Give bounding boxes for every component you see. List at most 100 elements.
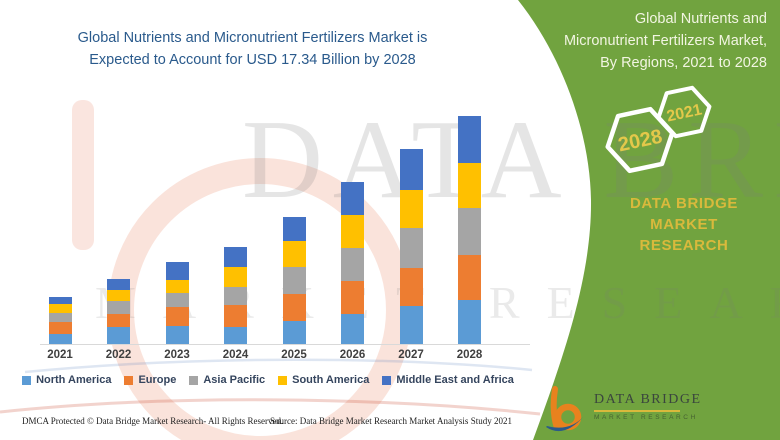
bar-segment-2021-asia-pacific <box>48 313 72 323</box>
bar-segment-2027-middle-east-and-africa <box>399 149 423 190</box>
stacked-bar-2027 <box>399 149 423 344</box>
legend-item-middle-east-and-africa: Middle East and Africa <box>382 374 514 386</box>
legend-item-south-america: South America <box>278 374 369 386</box>
panel-heading: Global Nutrients and Micronutrient Ferti… <box>467 8 767 74</box>
bar-segment-2024-europe <box>224 304 247 327</box>
panel-heading-line3: By Regions, 2021 to 2028 <box>600 55 767 71</box>
bar-segment-2023-asia-pacific <box>165 293 189 308</box>
company-logo-tagline: MARKET RESEARCH <box>594 414 698 421</box>
chart-legend: North America Europe Asia Pacific South Ame… <box>18 374 518 386</box>
stacked-bar-2028 <box>458 116 481 344</box>
legend-swatch-icon <box>22 375 32 385</box>
company-logo-underline <box>594 410 680 412</box>
x-axis-label-2023: 2023 <box>164 349 190 361</box>
bar-segment-2025-north-america <box>282 321 306 344</box>
bar-segment-2024-middle-east-and-africa <box>224 246 247 268</box>
x-axis-label-2028: 2028 <box>456 349 483 361</box>
panel-heading-line2: Micronutrient Fertilizers Market, <box>563 33 767 49</box>
bar-segment-2024-asia-pacific <box>224 286 247 305</box>
legend-item-north-america: North America <box>22 374 111 386</box>
company-logo: DATA BRIDGE MARKET RESEARCH <box>544 386 702 434</box>
company-logo-mark <box>546 386 584 432</box>
legend-label: Asia Pacific <box>203 374 266 386</box>
watermark-text-row2: MARKET RESEARCH <box>95 277 780 328</box>
legend-label: Middle East and Africa <box>396 374 514 386</box>
legend-item-asia-pacific: Asia Pacific <box>189 374 265 386</box>
hexagon-2021: 2021 <box>656 85 712 139</box>
bar-segment-2021-south-america <box>48 303 72 314</box>
bar-segment-2022-europe <box>107 313 130 327</box>
bar-segment-2027-europe <box>399 267 423 307</box>
legend-swatch-icon <box>278 375 288 385</box>
company-logo-name: DATA BRIDGE <box>594 392 702 407</box>
legend-swatch-icon <box>124 375 134 385</box>
x-axis-label-2026: 2026 <box>339 349 366 361</box>
bar-segment-2023-north-america <box>165 326 189 344</box>
legend-item-europe: Europe <box>124 374 176 386</box>
bar-segment-2027-asia-pacific <box>399 227 423 268</box>
brand-wordmark-line2: RESEARCH <box>639 237 729 254</box>
legend-label: Europe <box>138 374 177 386</box>
stacked-bar-2025 <box>282 216 306 344</box>
footer-source-text: Source: Data Bridge Market Research Mark… <box>270 416 512 426</box>
x-axis-line <box>40 344 530 345</box>
bar-segment-2028-north-america <box>458 299 481 344</box>
hexagon-2028-label: 2028 <box>616 126 664 157</box>
stacked-bar-2022 <box>107 279 130 344</box>
bar-segment-2025-south-america <box>282 240 306 268</box>
bar-segment-2021-north-america <box>48 334 72 344</box>
x-axis-label-2024: 2024 <box>222 349 249 361</box>
footer-dmca-text: DMCA Protected © Data Bridge Market Rese… <box>22 416 284 426</box>
bar-segment-2021-middle-east-and-africa <box>48 296 72 304</box>
hexagon-2021-label: 2021 <box>665 101 703 125</box>
bar-segment-2026-middle-east-and-africa <box>341 182 364 216</box>
bar-segment-2025-middle-east-and-africa <box>282 216 306 241</box>
bar-segment-2028-middle-east-and-africa <box>458 116 481 164</box>
bar-segment-2027-north-america <box>399 306 423 344</box>
stacked-bar-2023 <box>165 262 189 344</box>
chart-title-line1: Global Nutrients and Micronutrient Ferti… <box>77 30 428 46</box>
bar-segment-2028-asia-pacific <box>458 208 481 256</box>
legend-label: North America <box>36 374 112 386</box>
stacked-bar-2021 <box>48 296 72 344</box>
bar-segment-2024-south-america <box>224 267 247 287</box>
bar-segment-2026-north-america <box>341 314 364 344</box>
brand-wordmark: DATA BRIDGE MARKET RESEARCH <box>596 193 772 256</box>
bar-segment-2023-middle-east-and-africa <box>165 262 189 280</box>
bar-segment-2023-europe <box>165 307 189 326</box>
bar-segment-2023-south-america <box>165 279 189 294</box>
bar-segment-2028-south-america <box>458 163 481 209</box>
bar-segment-2022-north-america <box>107 326 130 344</box>
bar-segment-2025-asia-pacific <box>282 267 306 294</box>
bar-segment-2024-north-america <box>224 326 247 344</box>
chart-title-line2: Expected to Account for USD 17.34 Billio… <box>89 52 416 68</box>
stacked-bar-2026 <box>341 182 364 344</box>
x-axis-label-2025: 2025 <box>281 349 307 361</box>
panel-heading-line1: Global Nutrients and <box>634 11 767 27</box>
bar-segment-2026-europe <box>341 281 364 314</box>
bar-segment-2028-europe <box>458 255 481 300</box>
legend-swatch-icon <box>382 375 392 385</box>
bar-segment-2026-south-america <box>341 215 364 248</box>
legend-label: South America <box>292 374 370 386</box>
bar-chart-plot <box>36 96 530 345</box>
bar-segment-2022-asia-pacific <box>107 301 130 314</box>
x-axis-label-2027: 2027 <box>398 349 424 361</box>
year-hexagons: 2021 2028 <box>605 85 712 174</box>
brand-wordmark-line1: DATA BRIDGE MARKET <box>630 195 738 233</box>
stacked-bar-2024 <box>224 246 247 344</box>
company-logo-text: DATA BRIDGE MARKET RESEARCH <box>594 392 702 421</box>
x-axis-label-2021: 2021 <box>47 349 73 361</box>
x-axis-label-2022: 2022 <box>105 349 132 361</box>
bar-segment-2027-south-america <box>399 189 423 228</box>
legend-swatch-icon <box>189 375 199 385</box>
watermark-logo-stem <box>72 100 94 250</box>
bar-segment-2021-europe <box>48 322 72 334</box>
bar-segment-2025-europe <box>282 293 306 322</box>
bar-segment-2022-middle-east-and-africa <box>107 279 130 291</box>
watermark-text-row1: DATA BRIDGE <box>242 98 780 222</box>
chart-title: Global Nutrients and Micronutrient Ferti… <box>40 27 465 71</box>
x-axis-labels: 2021 2022 2023 2024 2025 2026 2027 2028 <box>36 349 498 363</box>
